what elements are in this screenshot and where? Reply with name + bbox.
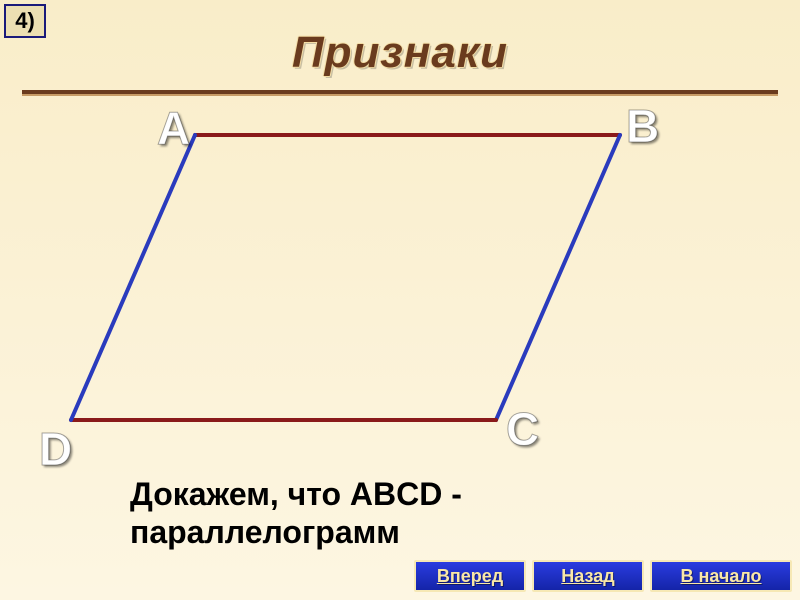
vertex-label-A: A (157, 101, 190, 155)
slide-root: 4) Признаки ABCD Докажем, что ABCD - пар… (0, 0, 800, 600)
edge-BC (496, 135, 620, 420)
parallelogram-edges (71, 135, 620, 420)
nav-bar: Вперед Назад В начало (414, 560, 792, 592)
edge-DA (71, 135, 195, 420)
home-button-label: В начало (680, 566, 761, 587)
back-button-label: Назад (561, 566, 614, 587)
back-button[interactable]: Назад (532, 560, 644, 592)
home-button[interactable]: В начало (650, 560, 792, 592)
vertex-label-C: C (506, 402, 539, 456)
forward-button[interactable]: Вперед (414, 560, 526, 592)
proof-caption: Докажем, что ABCD - параллелограмм (130, 475, 670, 552)
vertex-label-B: B (626, 99, 659, 153)
forward-button-label: Вперед (437, 566, 503, 587)
vertex-label-D: D (39, 422, 72, 476)
